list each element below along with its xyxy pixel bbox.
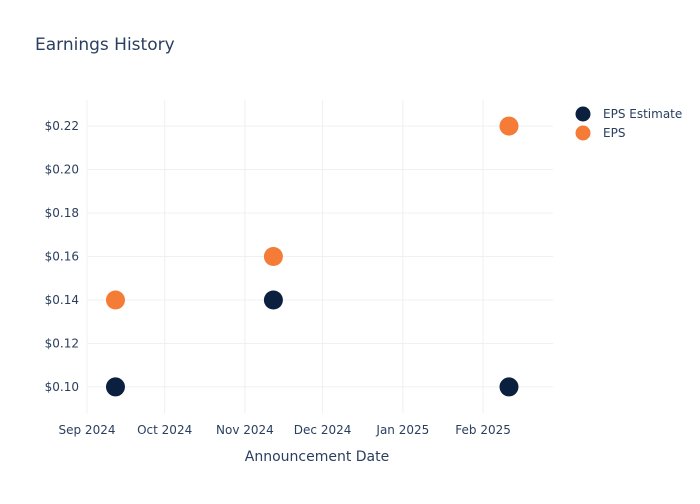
y-tick-label: $0.22 — [45, 119, 79, 133]
y-tick-label: $0.10 — [45, 380, 79, 394]
x-tick-label: Sep 2024 — [59, 423, 116, 437]
x-tick-label: Oct 2024 — [137, 423, 192, 437]
y-tick-label: $0.20 — [45, 163, 79, 177]
x-tick-label: Jan 2025 — [375, 423, 429, 437]
y-tick-label: $0.12 — [45, 336, 79, 350]
eps-point[interactable] — [263, 247, 283, 266]
legend-marker — [575, 106, 591, 122]
legend-label: EPS Estimate — [603, 107, 682, 121]
legend-item-eps-estimate[interactable]: EPS Estimate — [575, 106, 683, 122]
eps-point[interactable] — [105, 290, 125, 310]
eps-point[interactable] — [499, 116, 519, 136]
chart-title: Earnings History — [35, 35, 175, 55]
eps-estimate-point[interactable] — [263, 290, 283, 310]
legend-label: EPS — [603, 126, 625, 140]
y-tick-label: $0.18 — [45, 206, 79, 220]
x-axis-label: Announcement Date — [245, 449, 389, 465]
legend-marker — [575, 125, 591, 141]
x-axis-ticks: Sep 2024 Oct 2024 Nov 2024 Dec 2024 Jan 2025… — [59, 423, 511, 437]
data-points — [105, 116, 519, 397]
y-axis-ticks: $0.10 $0.12 $0.14 $0.16 $0.18 $0.20 $0.22 — [45, 119, 79, 394]
x-tick-label: Nov 2024 — [216, 423, 274, 437]
x-tick-label: Feb 2025 — [455, 423, 511, 437]
eps-estimate-point[interactable] — [105, 377, 125, 397]
y-tick-label: $0.16 — [45, 250, 79, 264]
eps-estimate-point[interactable] — [499, 377, 519, 397]
legend[interactable]: EPS Estimate EPS — [575, 106, 683, 141]
grid-lines — [86, 100, 553, 413]
legend-item-eps[interactable]: EPS — [575, 125, 626, 141]
x-tick-label: Dec 2024 — [294, 423, 352, 437]
y-tick-label: $0.14 — [45, 293, 79, 307]
